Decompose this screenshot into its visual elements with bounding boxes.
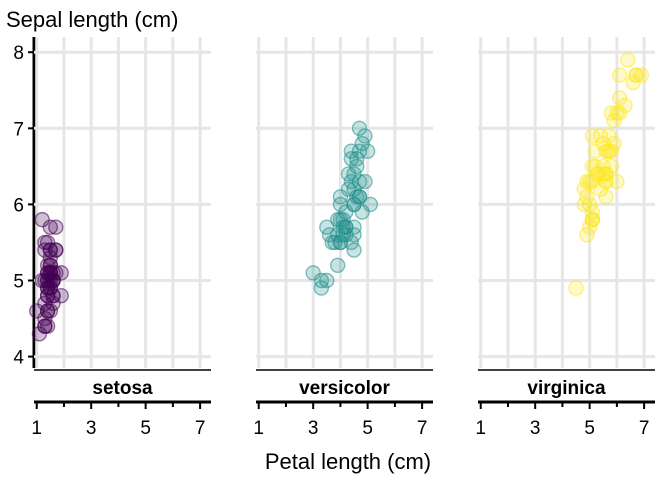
data-point [359,143,376,159]
x-axis-title: Petal length (cm) [265,449,431,474]
x-tick-label: 7 [195,418,206,439]
data-point [39,288,56,304]
x-tick-label: 7 [639,418,650,439]
data-point [568,280,584,296]
data-point [305,265,321,281]
data-point [37,318,53,334]
x-tick-label: 3 [530,418,541,439]
data-points [568,52,650,296]
data-point [329,257,346,273]
data-point [581,173,598,190]
x-tick-label: 3 [86,418,97,439]
data-point [351,120,368,137]
facet-panel-virginica: virginica 1 3 5 7 [475,37,655,439]
facet-strip-label: versicolor [299,378,390,399]
grid-lines [256,37,433,368]
data-point [319,272,335,289]
data-point [343,234,360,251]
data-point [340,181,357,197]
data-point [39,272,56,289]
grid-lines [478,37,655,368]
data-point [620,52,636,68]
data-point [351,143,368,159]
y-tick-label: 8 [13,43,24,64]
data-point [42,249,59,266]
x-tick-label: 5 [140,418,151,439]
x-tick-label: 7 [417,418,428,439]
y-tick-label: 6 [13,195,24,216]
facet-strip-label: setosa [92,378,153,399]
y-tick-label: 7 [13,119,24,140]
data-point [45,265,61,281]
data-point [587,143,603,159]
x-tick-label: 1 [475,418,486,439]
x-tick-label: 1 [253,418,264,439]
data-point [592,181,609,197]
x-tick-label: 3 [308,418,319,439]
data-points [29,211,69,342]
data-point [603,105,620,121]
data-point [601,128,617,144]
data-point [579,227,595,243]
data-point [48,219,64,235]
x-tick-label: 1 [31,418,42,439]
data-point [37,234,53,251]
data-point [609,173,625,190]
data-point [584,204,601,220]
x-tick-label: 5 [584,418,595,439]
facet-panel-versicolor: versicolor 1 3 5 7 [253,37,433,439]
y-tick-label: 4 [13,348,24,369]
data-point [324,234,340,251]
data-point [53,265,69,281]
data-point [587,158,603,175]
data-point [31,326,48,342]
grid-lines [34,37,211,368]
data-point [335,219,351,235]
data-point [601,143,617,159]
data-point [598,189,614,205]
data-point [357,173,373,190]
data-point [628,67,644,83]
data-point [39,303,56,319]
data-point [611,67,628,83]
y-axis: 4 5 6 7 8 [13,37,36,369]
data-point [611,90,628,106]
facet-panels: setosa 1 3 5 7 versicolor 1 3 5 7 virginica 1 3 5 7 [29,37,655,439]
data-point [592,128,609,144]
data-point [584,128,601,144]
facet-panel-setosa: setosa 1 3 5 7 [29,37,211,439]
x-tick-label: 5 [362,418,373,439]
y-axis-title: Sepal length (cm) [6,7,178,32]
data-point [633,67,650,83]
data-point [42,219,59,235]
data-point [319,219,335,235]
data-points [305,120,379,296]
data-point [351,173,368,190]
facet-strip-label: virginica [527,378,606,399]
data-point [362,196,379,213]
data-point [606,135,622,152]
data-point [332,234,349,251]
data-point [609,105,625,121]
y-tick-label: 5 [13,271,24,292]
